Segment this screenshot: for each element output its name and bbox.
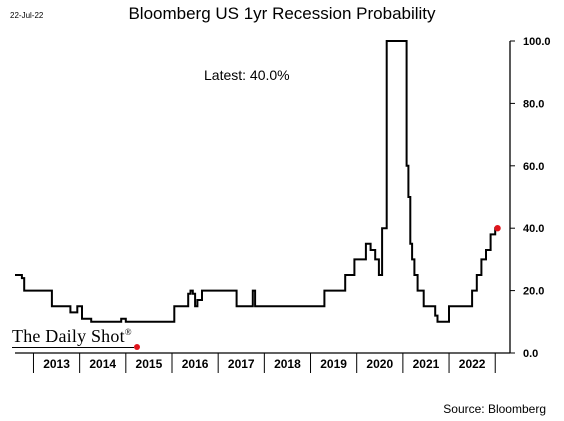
y-tick-label: 80.0 <box>523 98 544 110</box>
x-axis-ticks: 2013 2014 2015 2016 2017 2018 2019 2020 2021 2022 <box>32 353 496 373</box>
y-tick-label: 20.0 <box>523 286 544 298</box>
x-tick-label: 2017 <box>228 357 255 371</box>
source-note: Source: Bloomberg <box>443 402 546 416</box>
x-tick-label: 2020 <box>366 357 393 371</box>
y-tick-label: 60.0 <box>523 161 544 173</box>
latest-value-marker <box>494 225 501 232</box>
brand-underline <box>12 347 134 348</box>
y-axis-ticks: 0.0 20.0 40.0 60.0 80.0 100.0 <box>510 36 551 360</box>
axes <box>15 41 511 354</box>
brand-dot <box>134 344 140 350</box>
chart-title: Bloomberg US 1yr Recession Probability <box>128 4 436 23</box>
brand-registered-mark: ® <box>124 327 132 337</box>
brand-name: The Daily Shot <box>12 326 125 346</box>
chart-date: 22-Jul-22 <box>10 11 44 20</box>
x-tick-label: 2013 <box>43 357 70 371</box>
x-tick-label: 2015 <box>136 357 163 371</box>
x-tick-label: 2018 <box>274 357 301 371</box>
x-tick-label: 2019 <box>320 357 347 371</box>
y-tick-label: 100.0 <box>523 36 551 48</box>
x-tick-label: 2022 <box>459 357 486 371</box>
y-tick-label: 0.0 <box>523 348 538 360</box>
y-tick-label: 40.0 <box>523 223 544 235</box>
brand-logo: The Daily Shot® <box>12 326 132 347</box>
recession-probability-line <box>15 40 498 323</box>
x-tick-label: 2014 <box>89 357 116 371</box>
latest-annotation: Latest: 40.0% <box>204 67 290 83</box>
x-tick-label: 2021 <box>413 357 440 371</box>
x-tick-label: 2016 <box>182 357 209 371</box>
